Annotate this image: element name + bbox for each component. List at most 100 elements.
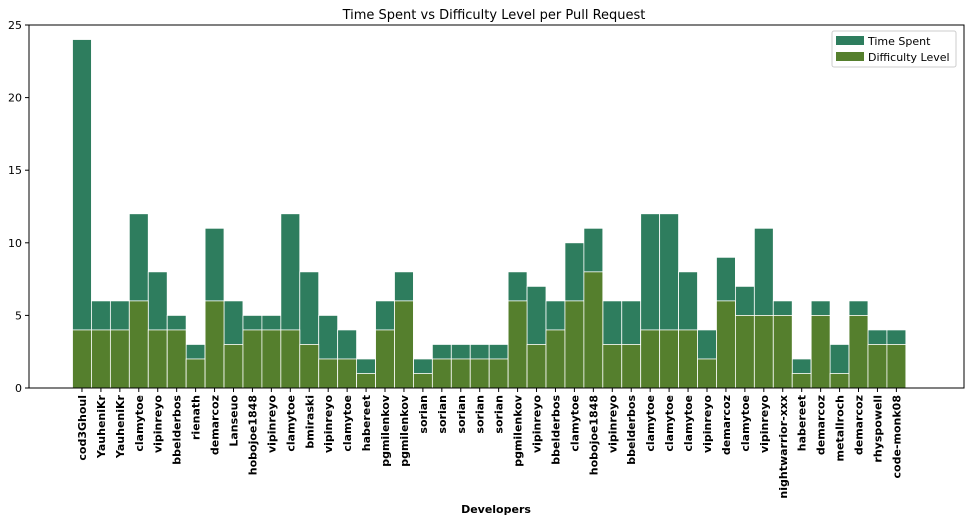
x-tick-label: metallroch xyxy=(834,395,847,461)
bar-difficulty-level-16 xyxy=(376,330,395,388)
x-tick-label: demarcoz xyxy=(815,395,828,455)
x-tick-label: clamytoe xyxy=(284,395,297,452)
x-tick-label: YauheniKr xyxy=(95,394,108,459)
x-tick-label: vipinreyo xyxy=(152,395,165,453)
bar-difficulty-level-2 xyxy=(110,330,129,388)
x-tick-label: vipinreyo xyxy=(758,395,771,453)
x-tick-label: demarcoz xyxy=(720,395,733,455)
legend-label: Time Spent xyxy=(867,35,931,48)
x-tick-label: bbelderbos xyxy=(549,395,562,465)
bars-group xyxy=(73,40,906,388)
bar-difficulty-level-11 xyxy=(281,330,300,388)
bar-difficulty-level-43 xyxy=(887,344,906,388)
bar-difficulty-level-38 xyxy=(792,373,811,388)
bar-difficulty-level-21 xyxy=(470,359,489,388)
x-tick-label: vipinreyo xyxy=(322,395,335,453)
bar-difficulty-level-0 xyxy=(73,330,92,388)
bar-difficulty-level-6 xyxy=(186,359,205,388)
x-tick-label: nightwarrior-xxx xyxy=(777,395,790,499)
x-tick-label: clamytoe xyxy=(133,395,146,452)
x-tick-label: habereet xyxy=(360,395,373,451)
bar-difficulty-level-14 xyxy=(338,359,357,388)
bar-difficulty-level-39 xyxy=(811,315,830,388)
x-tick-label: pgmilenkov xyxy=(379,394,392,467)
x-tick-label: code-monk08 xyxy=(890,395,903,478)
bar-difficulty-level-22 xyxy=(489,359,508,388)
x-tick-label: vipinreyo xyxy=(265,395,278,453)
bar-difficulty-level-1 xyxy=(91,330,110,388)
x-axis: cod3Ghoul YauheniKr YauheniKr clamytoe vipin… xyxy=(76,388,903,499)
bar-difficulty-level-32 xyxy=(679,330,698,388)
x-tick-label: rhyspowell xyxy=(871,395,884,463)
bar-difficulty-level-35 xyxy=(735,315,754,388)
y-tick-label: 25 xyxy=(8,19,22,32)
x-tick-label: demarcoz xyxy=(853,395,866,455)
x-tick-label: sorian xyxy=(493,395,506,434)
chart-title: Time Spent vs Difficulty Level per Pull … xyxy=(342,8,646,23)
x-tick-label: pgmilenkov xyxy=(398,394,411,467)
bar-difficulty-level-31 xyxy=(660,330,679,388)
y-axis: 0 5 10 15 20 25 xyxy=(8,19,29,395)
x-tick-label: clamytoe xyxy=(739,395,752,452)
bar-difficulty-level-26 xyxy=(565,301,584,388)
x-tick-label: bbelderbos xyxy=(171,395,184,465)
bar-difficulty-level-29 xyxy=(622,344,641,388)
bar-difficulty-level-8 xyxy=(224,344,243,388)
bar-difficulty-level-3 xyxy=(129,301,148,388)
bar-difficulty-level-15 xyxy=(357,373,376,388)
legend-swatch xyxy=(836,52,864,61)
x-tick-label: sorian xyxy=(436,395,449,434)
x-tick-label: clamytoe xyxy=(682,395,695,452)
x-tick-label: sorian xyxy=(455,395,468,434)
x-tick-label: hobojoe1848 xyxy=(587,395,600,475)
x-tick-label: hobojoe1848 xyxy=(246,395,259,475)
bar-difficulty-level-23 xyxy=(508,301,527,388)
x-tick-label: bmiraski xyxy=(303,395,316,449)
x-tick-label: vipinreyo xyxy=(701,395,714,453)
y-tick-label: 20 xyxy=(8,92,22,105)
bar-difficulty-level-24 xyxy=(527,344,546,388)
y-tick-label: 15 xyxy=(8,164,22,177)
bar-difficulty-level-40 xyxy=(830,373,849,388)
x-tick-label: YauheniKr xyxy=(114,394,127,459)
bar-difficulty-level-42 xyxy=(868,344,887,388)
bar-difficulty-level-5 xyxy=(167,330,186,388)
bar-difficulty-level-4 xyxy=(148,330,167,388)
x-tick-label: demarcoz xyxy=(209,395,222,455)
bar-difficulty-level-10 xyxy=(262,330,281,388)
legend: Time Spent Difficulty Level xyxy=(832,31,956,67)
bar-difficulty-level-28 xyxy=(603,344,622,388)
y-tick-label: 10 xyxy=(8,237,22,250)
x-tick-label: vipinreyo xyxy=(531,395,544,453)
bar-difficulty-level-20 xyxy=(451,359,470,388)
x-tick-label: clamytoe xyxy=(663,395,676,452)
bar-difficulty-level-12 xyxy=(300,344,319,388)
y-tick-label: 5 xyxy=(15,309,22,322)
x-tick-label: clamytoe xyxy=(568,395,581,452)
bar-difficulty-level-27 xyxy=(584,272,603,388)
bar-difficulty-level-17 xyxy=(394,301,413,388)
bar-difficulty-level-25 xyxy=(546,330,565,388)
x-tick-label: clamytoe xyxy=(341,395,354,452)
bar-difficulty-level-34 xyxy=(716,301,735,388)
x-tick-label: rienath xyxy=(190,395,203,440)
bar-difficulty-level-7 xyxy=(205,301,224,388)
x-tick-label: vipinreyo xyxy=(606,395,619,453)
legend-swatch xyxy=(836,36,864,45)
x-tick-label: Lanseuo xyxy=(227,395,240,447)
x-tick-label: clamytoe xyxy=(644,395,657,452)
x-tick-label: pgmilenkov xyxy=(512,394,525,467)
bar-difficulty-level-18 xyxy=(413,373,432,388)
y-tick-label: 0 xyxy=(15,382,22,395)
x-tick-label: sorian xyxy=(417,395,430,434)
x-axis-label: Developers xyxy=(461,503,531,516)
x-tick-label: sorian xyxy=(474,395,487,434)
x-tick-label: cod3Ghoul xyxy=(76,395,89,461)
bar-difficulty-level-33 xyxy=(698,359,717,388)
x-tick-label: bbelderbos xyxy=(625,395,638,465)
bar-difficulty-level-13 xyxy=(319,359,338,388)
bar-difficulty-level-19 xyxy=(432,359,451,388)
bar-difficulty-level-36 xyxy=(754,315,773,388)
bar-difficulty-level-37 xyxy=(773,315,792,388)
